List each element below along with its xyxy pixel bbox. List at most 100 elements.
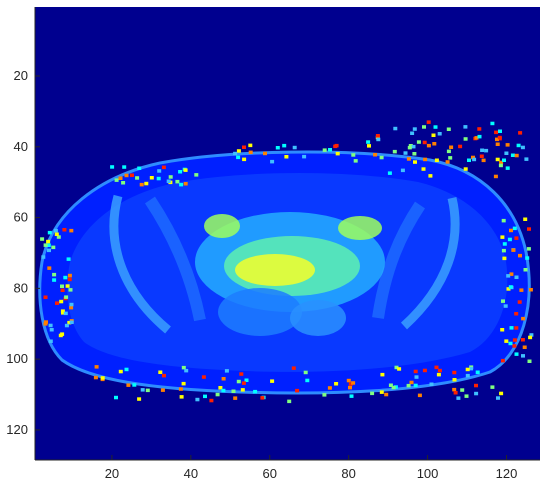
y-tick-label: 60 bbox=[14, 210, 28, 225]
noise-pixel bbox=[64, 295, 69, 299]
noise-pixel bbox=[181, 365, 186, 370]
noise-pixel bbox=[493, 174, 498, 179]
noise-pixel bbox=[472, 157, 477, 162]
noise-pixel bbox=[322, 148, 327, 152]
noise-pixel bbox=[422, 140, 427, 145]
noise-pixel bbox=[367, 144, 371, 148]
noise-pixel bbox=[384, 392, 389, 397]
noise-pixel bbox=[375, 134, 380, 138]
noise-pixel bbox=[505, 143, 510, 147]
noise-pixel bbox=[327, 386, 332, 390]
noise-pixel bbox=[305, 378, 310, 383]
noise-pixel bbox=[518, 253, 522, 258]
noise-pixel bbox=[411, 144, 416, 149]
noise-pixel bbox=[514, 312, 519, 316]
noise-pixel bbox=[287, 399, 292, 404]
noise-pixel bbox=[521, 316, 526, 321]
noise-pixel bbox=[507, 237, 512, 242]
y-ticks: 20 40 60 80 100 120 bbox=[6, 68, 40, 437]
noise-pixel bbox=[514, 153, 519, 158]
noise-pixel bbox=[426, 143, 431, 148]
noise-pixel bbox=[446, 127, 451, 131]
noise-pixel bbox=[380, 372, 385, 377]
noise-pixel bbox=[509, 326, 514, 330]
noise-pixel bbox=[433, 125, 438, 129]
noise-pixel bbox=[523, 217, 528, 221]
noise-pixel bbox=[201, 375, 206, 379]
noise-pixel bbox=[423, 157, 428, 162]
noise-pixel bbox=[429, 382, 434, 386]
noise-pixel bbox=[496, 396, 500, 400]
noise-pixel bbox=[124, 367, 129, 372]
noise-pixel bbox=[48, 323, 53, 328]
noise-pixel bbox=[157, 169, 162, 173]
noise-speckles bbox=[40, 120, 534, 404]
noise-pixel bbox=[416, 140, 421, 144]
noise-pixel bbox=[144, 181, 149, 186]
noise-pixel bbox=[114, 178, 119, 182]
noise-pixel bbox=[69, 320, 74, 324]
noise-pixel bbox=[509, 272, 514, 276]
noise-pixel bbox=[471, 155, 475, 160]
noise-pixel bbox=[260, 396, 265, 400]
noise-pixel bbox=[145, 388, 150, 393]
noise-pixel bbox=[370, 391, 375, 396]
noise-pixel bbox=[445, 160, 450, 164]
y-tick-label: 100 bbox=[6, 351, 28, 366]
noise-pixel bbox=[162, 373, 166, 378]
noise-pixel bbox=[61, 311, 65, 315]
noise-pixel bbox=[114, 395, 118, 400]
noise-pixel bbox=[409, 380, 414, 385]
noise-pixel bbox=[183, 168, 188, 172]
noise-pixel bbox=[93, 375, 98, 380]
noise-pixel bbox=[412, 127, 417, 131]
noise-pixel bbox=[519, 288, 524, 292]
noise-pixel bbox=[215, 392, 220, 397]
noise-pixel bbox=[501, 299, 505, 303]
noise-pixel bbox=[166, 179, 171, 183]
noise-pixel bbox=[184, 368, 189, 373]
noise-pixel bbox=[334, 382, 339, 386]
noise-pixel bbox=[43, 295, 48, 299]
noise-pixel bbox=[474, 383, 478, 388]
upper-left-bright bbox=[204, 214, 240, 238]
noise-pixel bbox=[149, 176, 154, 180]
noise-pixel bbox=[474, 391, 479, 396]
noise-pixel bbox=[263, 151, 267, 156]
noise-pixel bbox=[494, 130, 499, 135]
noise-pixel bbox=[236, 379, 241, 384]
noise-pixel bbox=[46, 243, 51, 247]
noise-pixel bbox=[511, 248, 516, 252]
noise-pixel bbox=[203, 394, 207, 399]
noise-pixel bbox=[302, 154, 307, 159]
noise-pixel bbox=[100, 376, 105, 380]
noise-pixel bbox=[465, 367, 470, 372]
noise-pixel bbox=[509, 228, 513, 233]
noise-pixel bbox=[233, 151, 238, 156]
noise-pixel bbox=[43, 243, 48, 247]
noise-pixel bbox=[68, 288, 73, 292]
noise-pixel bbox=[412, 152, 417, 156]
noise-pixel bbox=[481, 158, 486, 163]
noise-pixel bbox=[69, 302, 74, 307]
noise-pixel bbox=[452, 378, 457, 382]
noise-pixel bbox=[376, 137, 381, 142]
noise-pixel bbox=[498, 163, 503, 168]
noise-pixel bbox=[218, 386, 223, 390]
noise-pixel bbox=[498, 129, 502, 133]
noise-pixel bbox=[168, 175, 173, 179]
y-tick-label: 120 bbox=[6, 422, 28, 437]
noise-pixel bbox=[499, 160, 504, 165]
x-tick-label: 20 bbox=[105, 466, 119, 481]
noise-pixel bbox=[505, 166, 510, 170]
noise-pixel bbox=[135, 176, 140, 180]
noise-pixel bbox=[303, 370, 308, 375]
noise-pixel bbox=[335, 151, 340, 156]
noise-pixel bbox=[209, 398, 214, 403]
noise-pixel bbox=[463, 137, 468, 141]
noise-pixel bbox=[456, 396, 461, 400]
noise-pixel bbox=[348, 382, 353, 386]
noise-pixel bbox=[69, 305, 74, 310]
noise-pixel bbox=[65, 284, 70, 288]
noise-pixel bbox=[178, 170, 183, 174]
